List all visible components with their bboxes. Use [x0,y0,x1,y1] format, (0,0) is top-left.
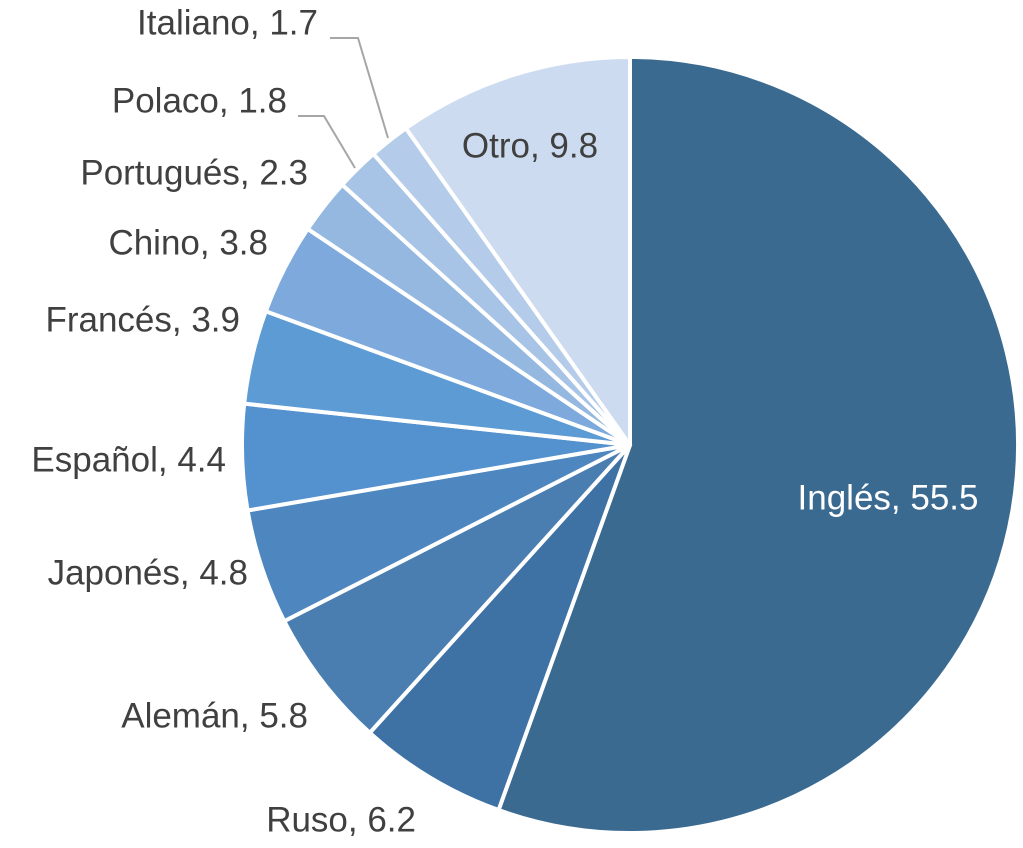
data-label: Francés, 3.9 [45,300,240,339]
pie-slice [403,55,632,447]
leader-line [330,37,389,139]
data-label: Polaco, 1.8 [112,81,287,120]
data-label: Japonés, 4.8 [48,553,248,592]
data-label: Alemán, 5.8 [121,696,308,735]
pie-slice [367,443,632,813]
data-label: Italiano, 1.7 [137,3,318,42]
pie-slice [496,55,1020,835]
data-label: Portugués, 2.3 [80,153,308,192]
data-label: Español, 4.4 [31,440,226,479]
leader-line [298,115,356,169]
data-label: Otro, 9.8 [462,126,598,165]
data-label: Ruso, 6.2 [266,800,416,839]
data-label: Inglés, 55.5 [798,478,979,517]
pie-slice [282,443,632,735]
data-label: Chino, 3.8 [108,223,268,262]
